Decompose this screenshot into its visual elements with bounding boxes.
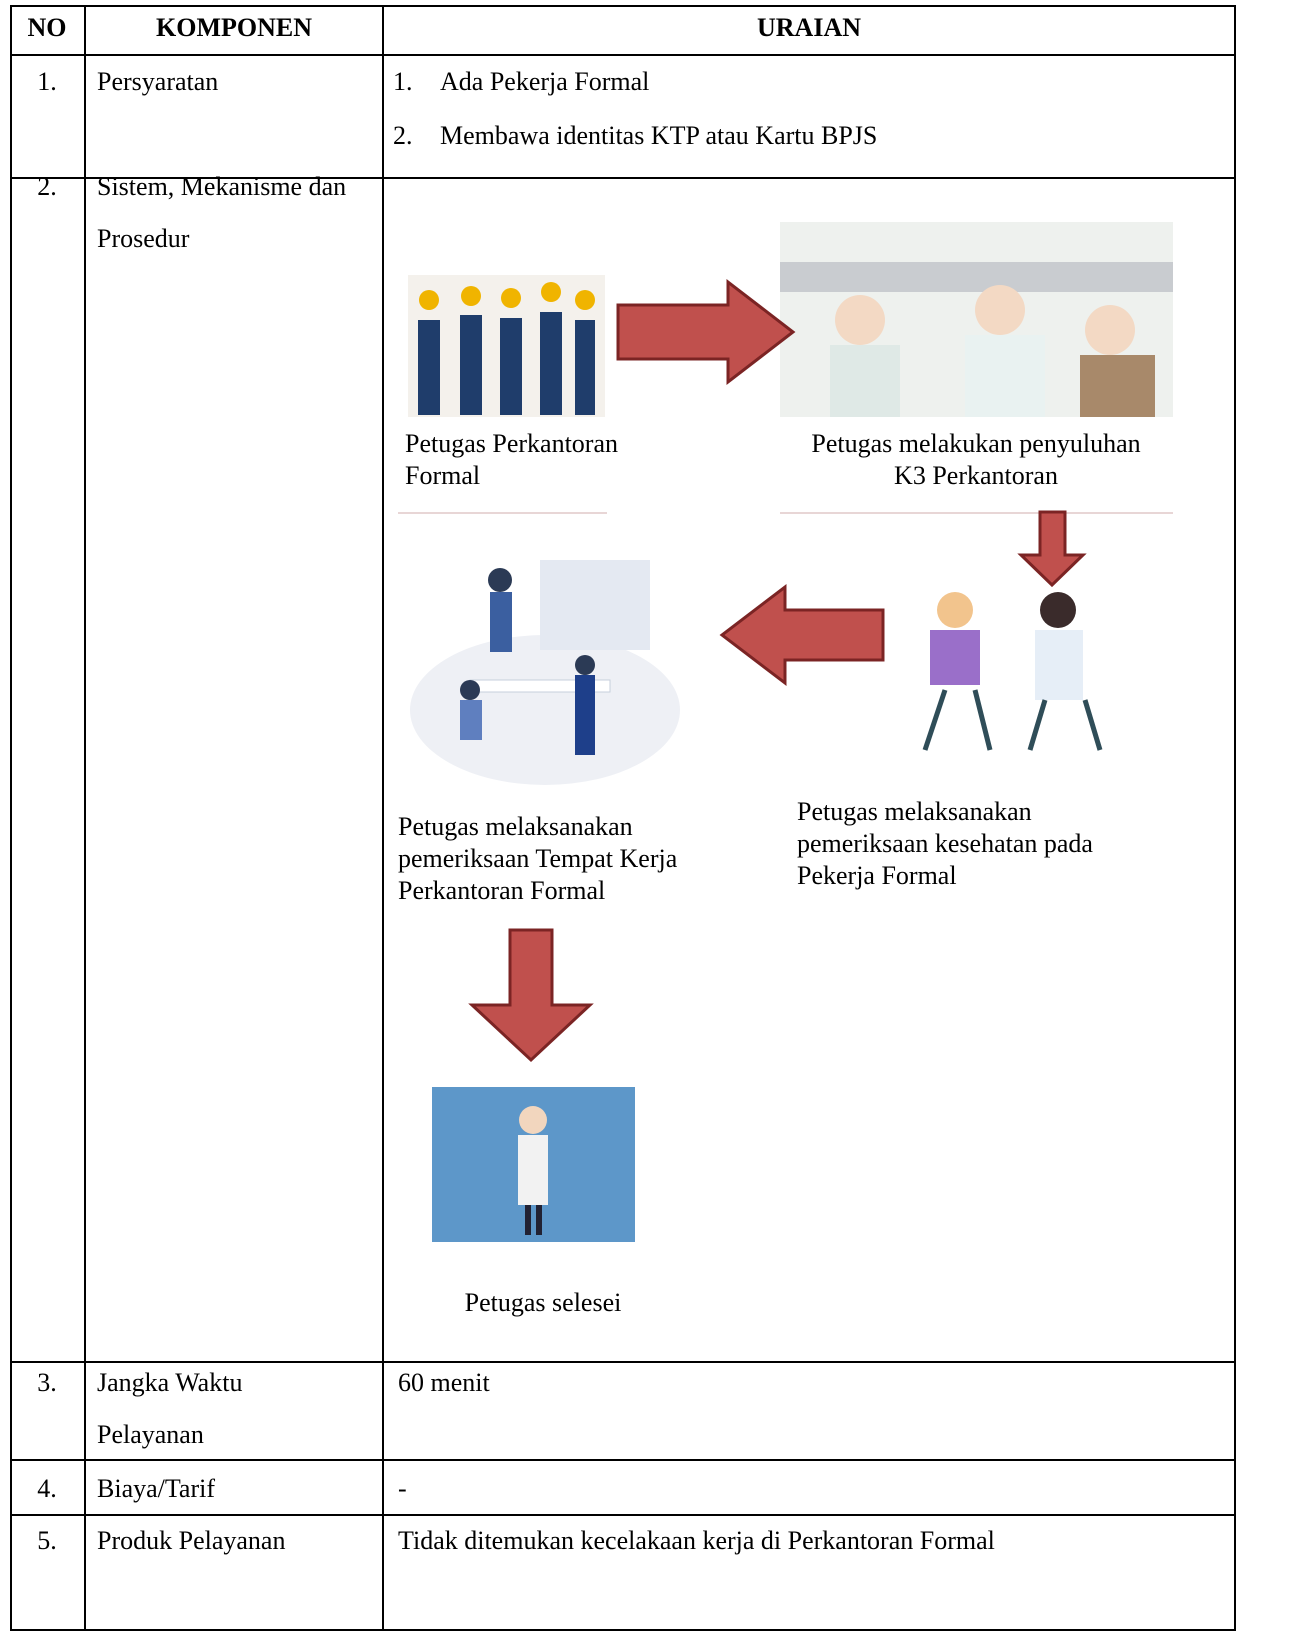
component: Sistem, Mekanisme dan Prosedur <box>97 172 347 253</box>
row-number: 4. <box>37 1474 57 1503</box>
table-border <box>10 1459 1236 1461</box>
row-number: 2. <box>37 172 57 201</box>
description: 60 menit <box>398 1368 490 1397</box>
component: Persyaratan <box>97 67 219 96</box>
arrow <box>468 278 1087 1063</box>
list-item: Membawa identitas KTP atau Kartu BPJS <box>440 121 878 150</box>
step-label: Petugas Perkantoran Formal <box>405 429 619 490</box>
table-border <box>10 54 1236 56</box>
table-border <box>10 5 1236 7</box>
table-border <box>10 1361 1236 1363</box>
description: Tidak ditemukan kecelakaan kerja di Perk… <box>398 1526 995 1555</box>
illustration <box>398 533 683 790</box>
illustration <box>432 1087 635 1242</box>
table-border <box>382 5 384 1631</box>
step-label: Petugas melaksanakan pemeriksaan Tempat … <box>398 812 678 905</box>
list-number: 2. <box>393 121 413 150</box>
header-cell: KOMPONEN <box>156 13 312 42</box>
row-number: 1. <box>37 67 57 96</box>
table-border <box>1234 5 1236 1631</box>
illustration <box>780 222 1173 417</box>
list-number: 1. <box>393 67 413 96</box>
step-label: Petugas selesei <box>464 1288 622 1317</box>
table-border <box>10 5 12 1631</box>
illustration <box>408 275 605 417</box>
description: - <box>398 1474 407 1503</box>
component: Biaya/Tarif <box>97 1474 216 1503</box>
table-border <box>10 1514 1236 1516</box>
table-border <box>10 177 1236 179</box>
component: Produk Pelayanan <box>97 1526 286 1555</box>
step-label: Petugas melaksanakan pemeriksaan kesehat… <box>797 797 1093 890</box>
row-number: 3. <box>37 1368 57 1397</box>
header-cell: NO <box>27 13 67 42</box>
table-border <box>84 5 86 1631</box>
row-number: 5. <box>37 1526 57 1555</box>
component: Jangka Waktu Pelayanan <box>97 1368 243 1449</box>
header-cell: URAIAN <box>757 13 861 42</box>
illustration <box>910 590 1150 751</box>
step-label: Petugas melakukan penyuluhan K3 Perkanto… <box>811 429 1141 490</box>
list-item: Ada Pekerja Formal <box>440 67 650 96</box>
table-border <box>10 1629 1236 1631</box>
